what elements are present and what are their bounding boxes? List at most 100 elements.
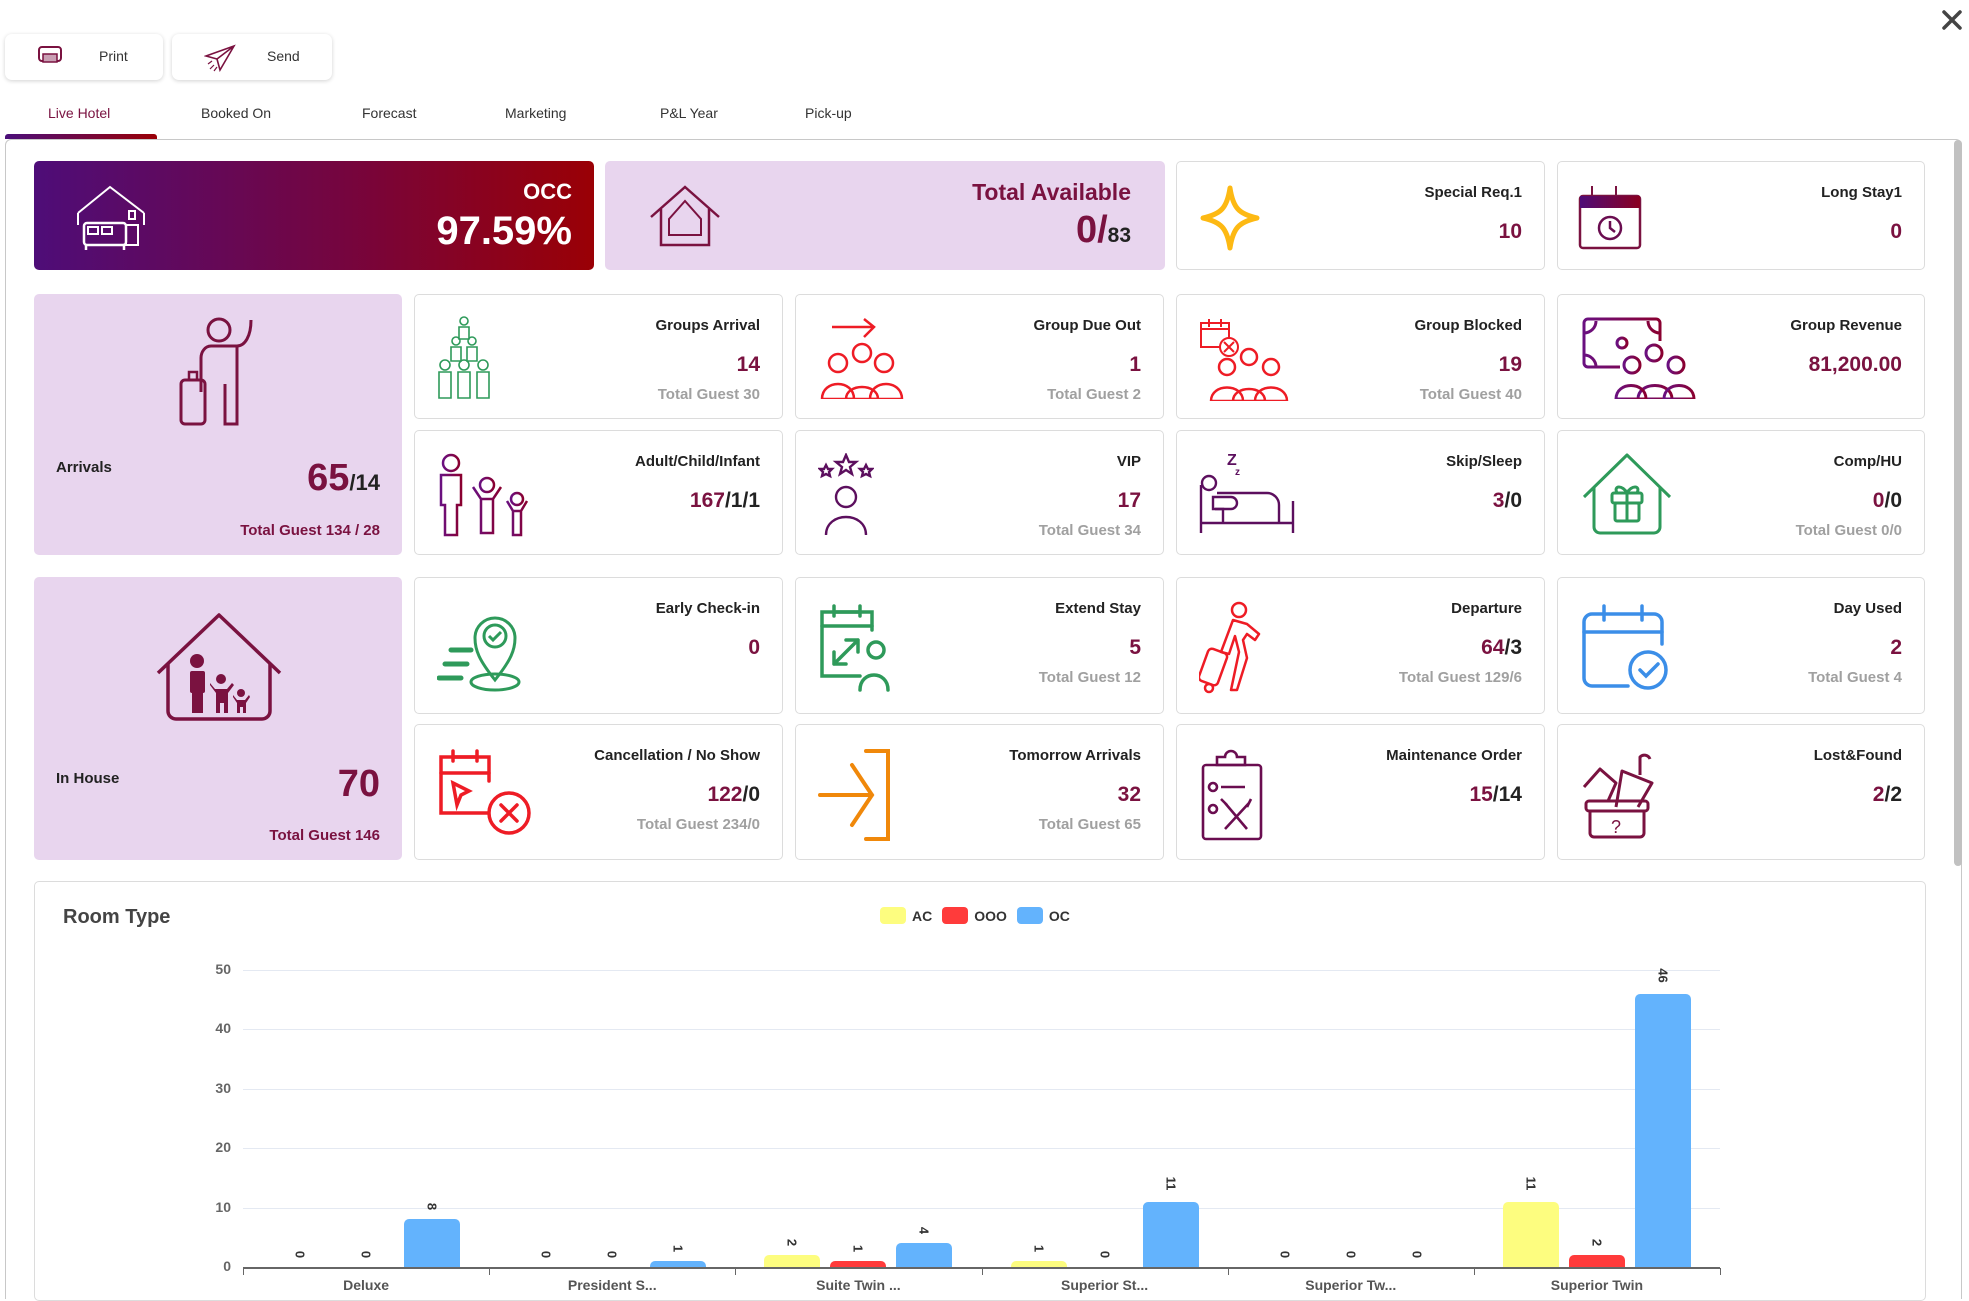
special-req-card[interactable]: Special Req.1 10 xyxy=(1176,161,1545,270)
calendar-check-icon xyxy=(1582,604,1668,690)
group-blocked-card[interactable]: Group Blocked 19 Total Guest 40 xyxy=(1176,294,1545,419)
long-stay-card[interactable]: Long Stay1 0 xyxy=(1557,161,1925,270)
extend-stay-value: 5 xyxy=(1129,636,1141,659)
x-axis-tick xyxy=(1227,1268,1229,1275)
day-used-label: Day Used xyxy=(1833,600,1902,617)
long-stay-label: Long Stay1 xyxy=(1821,184,1902,201)
house-icon xyxy=(650,185,720,247)
y-axis-tick: 40 xyxy=(215,1020,231,1037)
vip-label: VIP xyxy=(1116,453,1141,470)
svg-text:Z: Z xyxy=(1227,453,1237,469)
cancellation-sub: Total Guest 234/0 xyxy=(636,816,760,833)
x-axis-tick xyxy=(489,1268,491,1275)
family-icon xyxy=(439,453,529,537)
early-checkin-value: 0 xyxy=(748,636,760,659)
adult-child-infant-label: Adult/Child/Infant xyxy=(635,453,760,470)
group-due-out-sub: Total Guest 2 xyxy=(1047,386,1141,403)
tab-booked-on[interactable]: Booked On xyxy=(201,105,272,121)
bar-ac xyxy=(1502,1201,1559,1267)
occ-value: 97.59% xyxy=(436,209,572,253)
bar-value-label: 11 xyxy=(1523,1176,1539,1191)
scrollbar[interactable] xyxy=(1954,140,1962,866)
x-axis-tick xyxy=(1473,1268,1475,1275)
tab-forecast[interactable]: Forecast xyxy=(362,105,417,121)
comp-hu-sub: Total Guest 0/0 xyxy=(1795,522,1902,539)
y-axis-tick: 30 xyxy=(215,1079,231,1096)
arrivals-value: 65/14 xyxy=(307,457,380,499)
maintenance-value: 15/14 xyxy=(1469,783,1522,806)
bar-ac xyxy=(764,1255,821,1267)
occ-card[interactable]: OCC 97.59% xyxy=(34,161,594,270)
total-available-card[interactable]: Total Available 0/83 xyxy=(605,161,1165,270)
day-used-sub: Total Guest 4 xyxy=(1808,669,1902,686)
group-exit-icon xyxy=(820,318,904,399)
group-blocked-value: 19 xyxy=(1498,353,1522,376)
in-house-total-guest: Total Guest 146 xyxy=(269,827,380,844)
groups-arrival-label: Groups Arrival xyxy=(655,317,760,334)
bar-oc xyxy=(896,1243,953,1267)
skip-sleep-label: Skip/Sleep xyxy=(1446,453,1522,470)
x-axis-label: Superior Tw... xyxy=(1305,1277,1397,1293)
calendar-extend-icon xyxy=(820,604,890,692)
early-checkin-label: Early Check-in xyxy=(655,600,760,617)
x-axis-label: Deluxe xyxy=(343,1277,390,1293)
in-house-label: In House xyxy=(56,770,120,787)
bar-value-label: 0 xyxy=(1097,1250,1113,1259)
x-axis-label: Superior St... xyxy=(1061,1277,1149,1293)
group-due-out-card[interactable]: Group Due Out 1 Total Guest 2 xyxy=(795,294,1164,419)
x-axis-label: Superior Twin xyxy=(1550,1277,1644,1293)
y-axis-tick: 20 xyxy=(215,1139,231,1156)
bar-value-label: 0 xyxy=(358,1250,374,1259)
legend-item-oc[interactable]: OC xyxy=(1016,907,1070,924)
tomorrow-arrivals-card[interactable]: Tomorrow Arrivals 32 Total Guest 65 xyxy=(795,724,1164,860)
y-axis-tick: 50 xyxy=(215,961,231,977)
tab-pick-up[interactable]: Pick-up xyxy=(805,105,852,121)
bar-value-label: 0 xyxy=(604,1250,620,1259)
x-axis-tick xyxy=(243,1268,244,1275)
bar-value-label: 0 xyxy=(292,1250,308,1259)
extend-stay-label: Extend Stay xyxy=(1055,600,1141,617)
bar-ooo xyxy=(1568,1255,1625,1267)
cancellation-card[interactable]: Cancellation / No Show 122/0 Total Guest… xyxy=(414,724,783,860)
print-button[interactable]: Print xyxy=(5,34,163,80)
grid-line xyxy=(243,1029,1720,1031)
location-check-icon xyxy=(437,616,521,692)
y-axis-tick: 0 xyxy=(223,1258,231,1274)
day-used-card[interactable]: Day Used 2 Total Guest 4 xyxy=(1557,577,1925,714)
tab-marketing[interactable]: Marketing xyxy=(505,105,567,121)
arrivals-card[interactable]: Arrivals 65/14 Total Guest 134 / 28 xyxy=(34,294,402,555)
lost-found-card[interactable]: ? Lost&Found 2/2 xyxy=(1557,724,1925,860)
skip-sleep-value: 3/0 xyxy=(1492,489,1522,512)
vip-card[interactable]: VIP 17 Total Guest 34 xyxy=(795,430,1164,555)
maintenance-order-card[interactable]: Maintenance Order 15/14 xyxy=(1176,724,1545,860)
comp-hu-card[interactable]: Comp/HU 0/0 Total Guest 0/0 xyxy=(1557,430,1925,555)
vip-star-person-icon xyxy=(818,453,874,535)
adult-child-infant-card[interactable]: Adult/Child/Infant 167/1/1 xyxy=(414,430,783,555)
x-axis-tick xyxy=(981,1268,983,1275)
in-house-card[interactable]: In House 70 Total Guest 146 xyxy=(34,577,402,860)
sparkle-icon xyxy=(1200,185,1260,251)
bar-value-label: 1 xyxy=(850,1244,866,1253)
extend-stay-card[interactable]: Extend Stay 5 Total Guest 12 xyxy=(795,577,1164,714)
x-axis-label: President S... xyxy=(567,1277,657,1293)
send-button[interactable]: Send xyxy=(172,34,332,80)
close-button[interactable] xyxy=(1940,8,1964,32)
money-group-icon xyxy=(1582,317,1696,399)
arrivals-total-guest: Total Guest 134 / 28 xyxy=(240,522,380,539)
y-axis-tick: 10 xyxy=(215,1198,231,1215)
legend-item-ooo[interactable]: OOO xyxy=(942,907,1007,924)
legend-item-ac[interactable]: AC xyxy=(880,907,932,924)
grid-line xyxy=(243,1088,1720,1090)
tomorrow-arrivals-label: Tomorrow Arrivals xyxy=(1009,747,1141,764)
departure-label: Departure xyxy=(1451,600,1522,617)
tab-pl-year[interactable]: P&L Year xyxy=(660,105,718,121)
departure-card[interactable]: Departure 64/3 Total Guest 129/6 xyxy=(1176,577,1545,714)
group-revenue-label: Group Revenue xyxy=(1790,317,1902,334)
tab-live-hotel[interactable]: Live Hotel xyxy=(48,105,111,121)
early-checkin-card[interactable]: Early Check-in 0 xyxy=(414,577,783,714)
groups-arrival-card[interactable]: Groups Arrival 14 Total Guest 30 xyxy=(414,294,783,419)
sleeping-person-icon: Zz xyxy=(1199,453,1295,533)
group-revenue-card[interactable]: Group Revenue 81,200.00 xyxy=(1557,294,1925,419)
bar-oc xyxy=(1142,1201,1199,1267)
